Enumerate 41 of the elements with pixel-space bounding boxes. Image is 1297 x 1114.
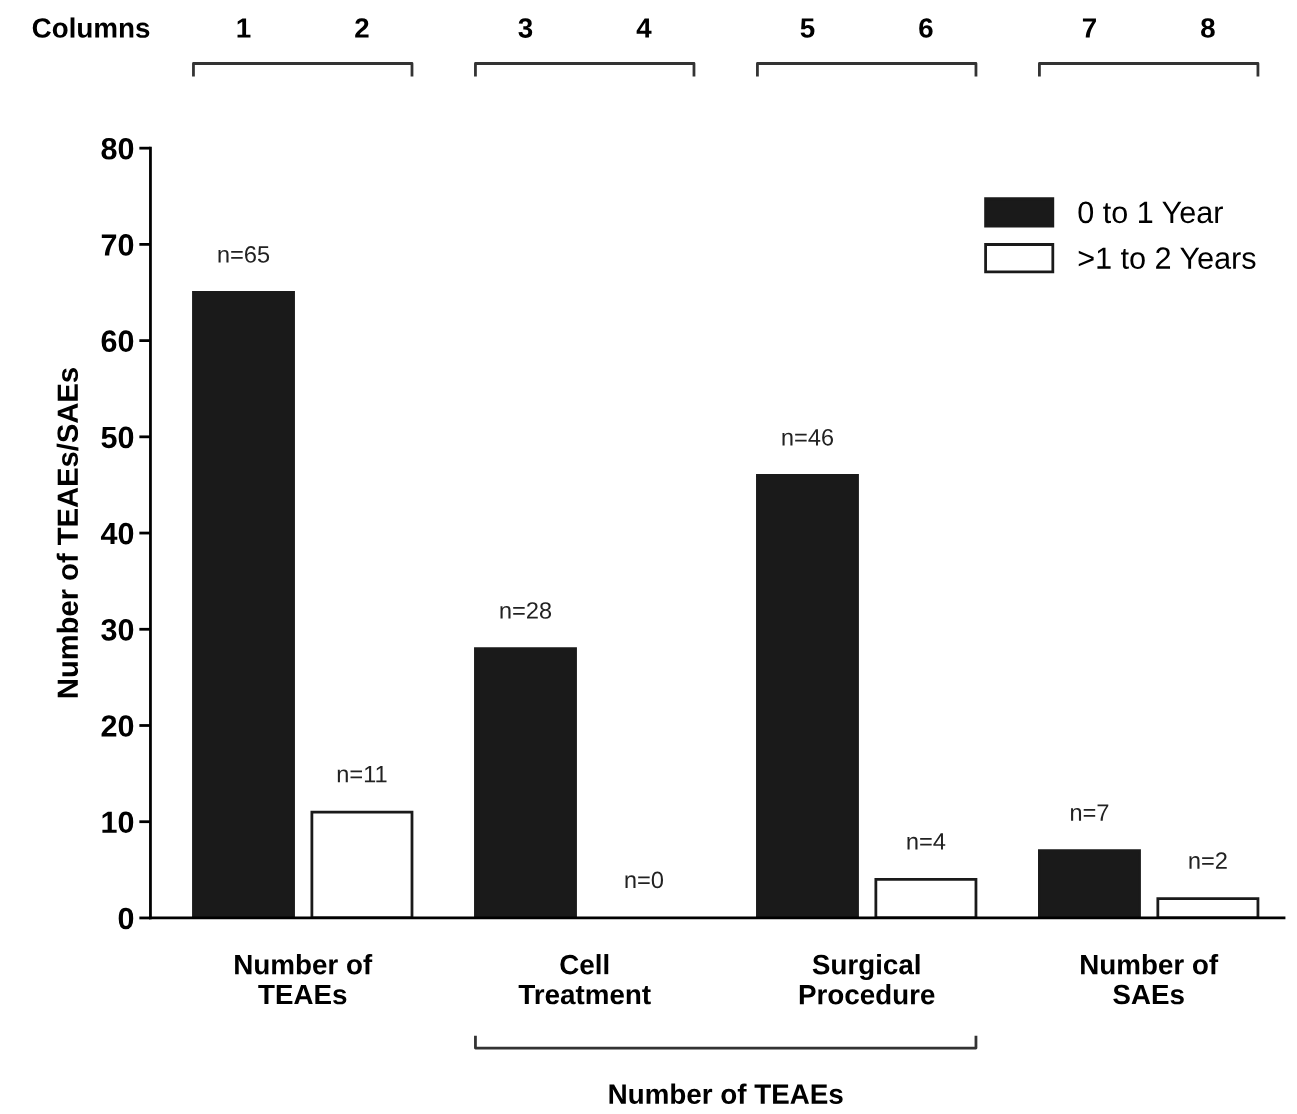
y-tick-label: 40 <box>100 522 134 545</box>
bar <box>192 291 295 918</box>
y-tick-label: 50 <box>101 426 134 449</box>
data-label: n=46 <box>782 428 834 446</box>
data-label: n=28 <box>500 602 552 619</box>
y-tick-label: 10 <box>102 811 134 834</box>
y-axis-title: Number of TEAEs/SAEs <box>56 368 79 698</box>
text: 7 <box>1082 18 1096 38</box>
x-tick-label: Number of TEAEs <box>235 954 373 1005</box>
y-tick-label: 80 <box>101 137 134 160</box>
text: 6 <box>919 18 933 38</box>
y-tick-label: 30 <box>101 619 134 641</box>
bar <box>874 878 978 918</box>
text: Number of TEAEs <box>609 1083 843 1104</box>
y-tick-label: 0 <box>118 907 134 930</box>
y-tick-label: 60 <box>101 330 134 352</box>
data-label: n=7 <box>1071 804 1109 821</box>
data-label: n=0 <box>625 871 664 889</box>
text: 8 <box>1201 18 1215 38</box>
bar <box>310 810 414 918</box>
y-tick-label: 20 <box>101 715 134 737</box>
text: 2 <box>355 18 369 38</box>
data-label: n=11 <box>337 765 387 783</box>
text: 1 <box>237 18 251 38</box>
legend-label: 0 to 1 Year <box>1078 201 1223 224</box>
x-tick-label: Cell Treatment <box>518 954 651 1005</box>
text: 5 <box>800 18 815 38</box>
data-label: n=65 <box>218 246 270 263</box>
text: Columns <box>32 17 150 38</box>
x-tick-label: Surgical Procedure <box>799 954 935 1005</box>
data-label: n=4 <box>907 833 946 850</box>
text: 3 <box>518 18 533 38</box>
bar <box>1156 897 1260 918</box>
bar <box>1038 849 1141 918</box>
legend-label: >1 to 2 Years <box>1078 247 1256 269</box>
text: 4 <box>636 18 652 38</box>
data-label: n=2 <box>1189 852 1227 869</box>
x-tick-label: Number of SAEs <box>1081 954 1219 1005</box>
bar <box>756 473 859 918</box>
bar <box>474 647 577 918</box>
y-tick-label: 70 <box>101 234 134 256</box>
